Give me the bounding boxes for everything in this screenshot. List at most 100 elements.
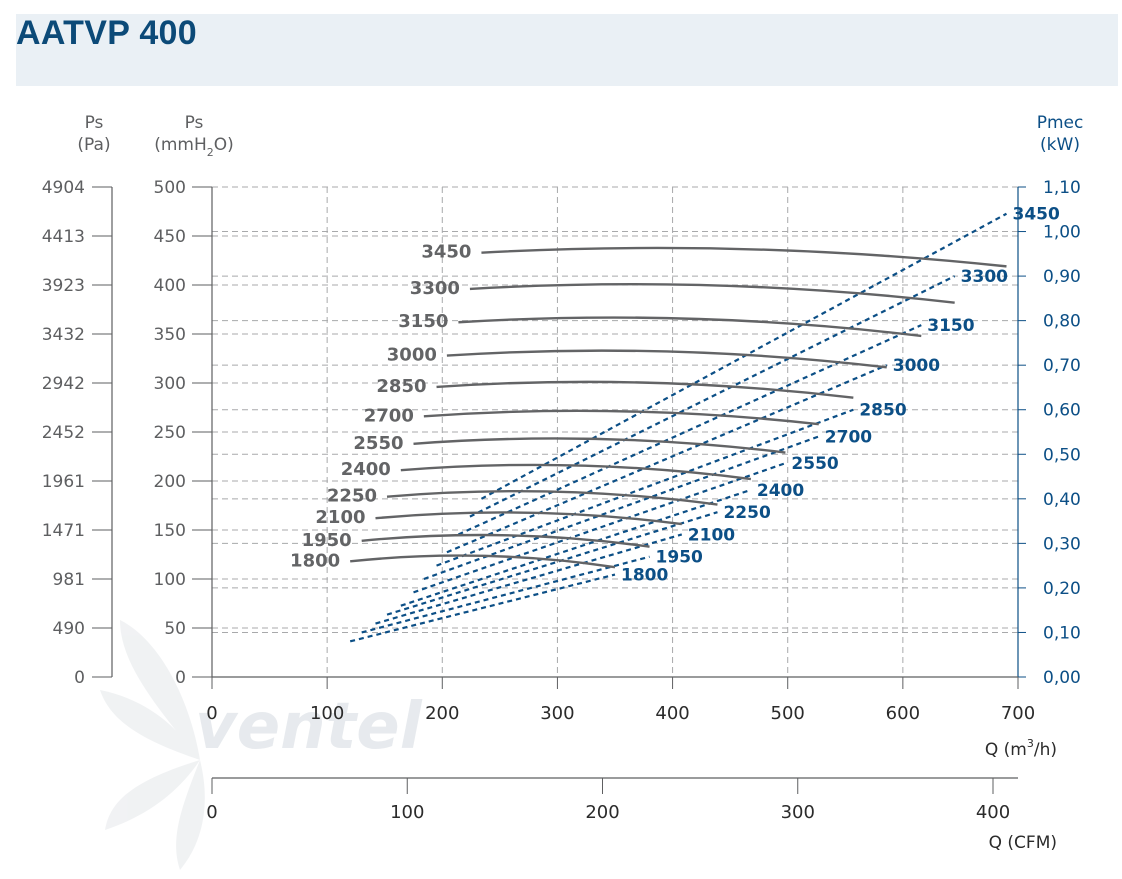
pressure-curve-label-1950: 1950 xyxy=(302,530,352,551)
pa-axis-title: Ps xyxy=(85,113,104,133)
mmh2o-tick-label-250: 250 xyxy=(154,423,186,443)
mmh2o-tick-label-0: 0 xyxy=(175,668,186,688)
header-band xyxy=(16,14,1118,86)
m3h-tick-label-500: 500 xyxy=(771,703,805,724)
power-curve-1950 xyxy=(361,555,650,634)
kw-tick-label-0,60: 0,60 xyxy=(1043,401,1081,421)
m3h-tick-label-300: 300 xyxy=(540,703,574,724)
m3h-label-sup: 3 xyxy=(1027,737,1034,750)
power-curve-2100 xyxy=(375,533,683,625)
pressure-curve-3000 xyxy=(446,349,887,369)
mmh2o-unit-post: O) xyxy=(214,135,234,155)
m3h-tick-label-700: 700 xyxy=(1001,703,1035,724)
power-curve-3000 xyxy=(446,364,888,554)
kw-tick-label-0,00: 0,00 xyxy=(1043,668,1081,688)
mmh2o-tick-label-450: 450 xyxy=(154,227,186,247)
pa-tick-label-3432: 3432 xyxy=(42,325,85,345)
power-curve-label-2100: 2100 xyxy=(688,525,735,545)
m3h-tick-label-600: 600 xyxy=(886,703,920,724)
power-curve-label-3300: 3300 xyxy=(961,267,1008,287)
cfm-tick-label-300: 300 xyxy=(781,802,815,823)
power-curve-1800 xyxy=(349,573,616,643)
power-curve-2850 xyxy=(436,408,854,567)
watermark-text: ventel xyxy=(195,690,423,764)
mmh2o-tick-label-50: 50 xyxy=(164,619,186,639)
cfm-tick-label-100: 100 xyxy=(390,802,424,823)
pa-tick-label-1961: 1961 xyxy=(42,472,85,492)
pressure-curve-label-2100: 2100 xyxy=(315,507,365,528)
pressure-curve-3450 xyxy=(481,246,1007,268)
m3h-label-pre: Q (m xyxy=(985,740,1027,760)
grid xyxy=(212,186,1018,677)
kw-tick-label-0,50: 0,50 xyxy=(1043,445,1081,465)
kw-tick-label-0,90: 0,90 xyxy=(1043,267,1081,287)
pressure-curve-label-3000: 3000 xyxy=(387,345,437,366)
power-curve-2250 xyxy=(386,511,718,616)
mmh2o-tick-label-400: 400 xyxy=(154,276,186,296)
mmh2o-tick-label-150: 150 xyxy=(154,521,186,541)
pressure-curve-2850 xyxy=(436,380,854,399)
pressure-curve-1800 xyxy=(350,554,616,569)
watermark-fan-logo xyxy=(100,620,205,870)
mmh2o-tick-label-350: 350 xyxy=(154,325,186,345)
cfm-tick-label-200: 200 xyxy=(585,802,619,823)
pa-tick-label-1471: 1471 xyxy=(42,521,85,541)
kw-tick-label-0,20: 0,20 xyxy=(1043,579,1081,599)
mmh2o-axis-unit: (mmH2O) xyxy=(154,135,234,159)
pressure-curve-label-2550: 2550 xyxy=(353,433,403,454)
cfm-tick-label-0: 0 xyxy=(206,802,217,823)
kw-tick-label-0,80: 0,80 xyxy=(1043,312,1081,332)
pressure-curve-label-2700: 2700 xyxy=(364,405,414,426)
axes: 4904 4413 3923 3432 2942 2452 1961 1471 981 490 0 5… xyxy=(42,178,1081,823)
kw-tick-label-1,00: 1,00 xyxy=(1043,223,1081,243)
pressure-curve-2250 xyxy=(386,490,718,506)
m3h-axis-title: Q (m3/h) xyxy=(985,737,1057,760)
kw-tick-label-0,10: 0,10 xyxy=(1043,623,1081,643)
axis-labels: Ps (Pa) Ps (mmH2O) Pmec (kW) Q (m3/h) Q … xyxy=(77,113,1083,853)
pressure-curve-label-3450: 3450 xyxy=(421,242,471,263)
m3h-tick-label-200: 200 xyxy=(425,703,459,724)
pa-tick-label-4904: 4904 xyxy=(42,178,85,198)
m3h-tick-label-100: 100 xyxy=(310,703,344,724)
pressure-curve-label-2400: 2400 xyxy=(341,459,391,480)
mmh2o-unit-sub: 2 xyxy=(207,146,214,159)
power-curve-3150 xyxy=(457,324,922,536)
pa-axis-unit: (Pa) xyxy=(77,135,110,155)
power-curve-label-1950: 1950 xyxy=(656,548,703,568)
mmh2o-axis-title: Ps xyxy=(185,113,204,133)
power-curve-label-2850: 2850 xyxy=(859,401,906,421)
pa-tick-label-4413: 4413 xyxy=(42,227,85,247)
pressure-curves: 1800195021002250240025502700285030003150… xyxy=(290,242,1007,571)
pa-tick-label-3923: 3923 xyxy=(42,276,85,296)
pressure-curve-label-1800: 1800 xyxy=(290,550,340,571)
power-curve-label-3000: 3000 xyxy=(893,356,940,376)
power-curve-2700 xyxy=(423,435,820,581)
mmh2o-tick-label-100: 100 xyxy=(154,570,186,590)
pressure-curve-label-3300: 3300 xyxy=(410,278,460,299)
mmh2o-unit-pre: (mmH xyxy=(154,135,207,155)
m3h-tick-label-0: 0 xyxy=(206,703,217,724)
power-curve-2550 xyxy=(413,462,786,594)
power-curve-3450 xyxy=(480,212,1008,500)
pressure-curve-label-3150: 3150 xyxy=(398,311,448,332)
kw-tick-label-0,70: 0,70 xyxy=(1043,356,1081,376)
pressure-curve-3300 xyxy=(469,283,955,304)
m3h-label-post: /h) xyxy=(1034,740,1057,760)
m3h-tick-label-400: 400 xyxy=(655,703,689,724)
kw-axis-unit: (kW) xyxy=(1040,135,1080,155)
power-curve-label-2400: 2400 xyxy=(757,481,804,501)
pa-tick-label-490: 490 xyxy=(53,619,85,639)
pressure-curve-label-2250: 2250 xyxy=(327,486,377,507)
power-curve-label-2700: 2700 xyxy=(825,427,872,447)
power-curve-2400 xyxy=(400,488,752,607)
pressure-curve-2400 xyxy=(400,463,752,481)
mmh2o-tick-label-200: 200 xyxy=(154,472,186,492)
pa-tick-label-981: 981 xyxy=(53,570,85,590)
pressure-curve-3150 xyxy=(458,316,922,338)
page-title: AATVP 400 xyxy=(16,14,197,52)
kw-axis-title: Pmec xyxy=(1037,113,1084,133)
pa-tick-label-2942: 2942 xyxy=(42,374,85,394)
kw-tick-label-0,40: 0,40 xyxy=(1043,490,1081,510)
